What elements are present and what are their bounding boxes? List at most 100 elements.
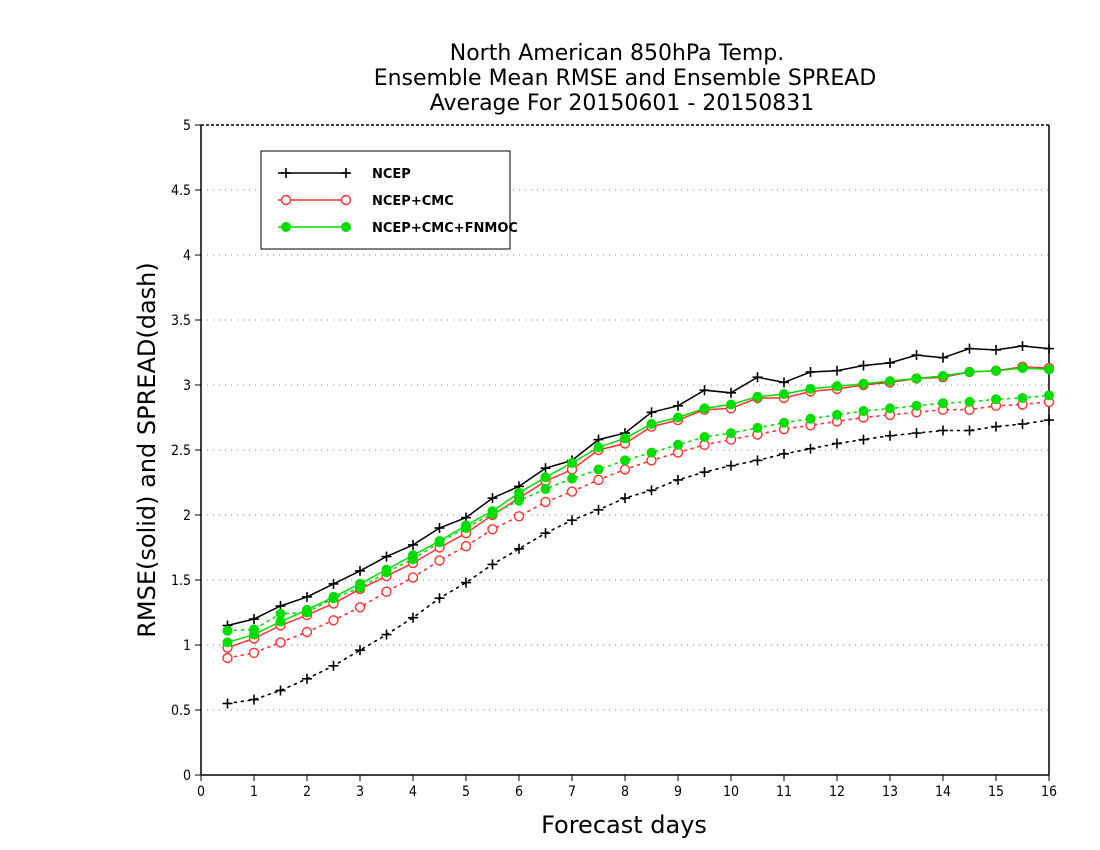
- x-tick-label: 12: [829, 784, 845, 800]
- rmse-point: [487, 506, 498, 517]
- spread-point: [222, 652, 233, 664]
- spread-point: [991, 421, 1001, 432]
- rmse-point: [1017, 341, 1028, 351]
- spread-line-ncep: [226, 419, 1050, 705]
- rmse-point: [540, 463, 551, 474]
- rmse-point: [646, 407, 657, 418]
- series-ncep-cmc: [222, 361, 1055, 664]
- rmse-point: [991, 344, 1001, 355]
- rmse-point: [381, 551, 392, 562]
- rmse-point: [434, 523, 445, 533]
- gridlines: [201, 189, 1049, 711]
- spread-point: [461, 577, 471, 588]
- spread-point: [805, 413, 816, 424]
- y-tick-label: 3.5: [171, 313, 191, 329]
- legend-marker-right: [341, 222, 351, 232]
- rmse-line-ncep-cmc-fnmoc: [227, 367, 1050, 644]
- rmse-point: [434, 536, 445, 546]
- rmse-point: [752, 372, 763, 383]
- x-tick-label: 6: [515, 784, 523, 800]
- spread-point: [752, 455, 763, 466]
- y-tick-label: 4: [183, 248, 191, 264]
- rmse-point: [249, 629, 259, 640]
- x-tick-label: 13: [882, 784, 898, 800]
- rmse-point: [938, 370, 948, 381]
- rmse-point: [381, 564, 392, 575]
- rmse-point: [461, 520, 471, 531]
- spread-point: [726, 428, 736, 439]
- plot-series: [222, 341, 1055, 709]
- spread-point: [540, 484, 551, 494]
- rmse-point: [938, 352, 948, 363]
- rmse-point: [1044, 343, 1054, 354]
- spread-point: [593, 464, 604, 475]
- title-line-3: Average For 20150601 - 20150831: [430, 91, 815, 116]
- spread-point: [1044, 415, 1054, 426]
- x-axis-label: Forecast days: [541, 811, 707, 839]
- spread-point: [832, 409, 842, 420]
- spread-point: [991, 394, 1001, 405]
- y-tick-label: 0: [183, 768, 191, 784]
- rmse-point: [911, 373, 922, 384]
- spread-point: [964, 425, 975, 436]
- spread-point: [275, 685, 286, 696]
- rmse-point: [328, 578, 339, 589]
- rmse-point: [779, 389, 789, 400]
- spread-point: [885, 403, 895, 414]
- spread-point: [938, 425, 948, 436]
- spread-point: [567, 473, 577, 484]
- x-tick-label: 7: [568, 784, 576, 800]
- rmse-point: [302, 591, 312, 602]
- spread-point: [381, 629, 392, 640]
- spread-point: [673, 474, 683, 485]
- spread-point: [779, 448, 789, 459]
- rmse-point: [514, 487, 524, 498]
- y-tick-label: 2: [183, 508, 191, 524]
- legend-item-ncep: NCEP: [278, 167, 411, 182]
- chart-title: North American 850hPa Temp. Ensemble Mea…: [374, 41, 877, 116]
- rmse-point: [858, 360, 869, 371]
- rmse-point: [964, 343, 975, 354]
- legend-marker-right: [341, 168, 351, 178]
- x-tick-label: 11: [776, 784, 792, 800]
- rmse-point: [355, 565, 365, 576]
- legend-marker-right: [340, 194, 352, 206]
- legend-marker-left: [281, 168, 291, 178]
- spread-point: [540, 496, 551, 508]
- spread-point: [1017, 393, 1028, 403]
- spread-point: [222, 698, 233, 709]
- spread-point: [858, 434, 869, 445]
- rmse-point: [673, 412, 683, 423]
- rmse-point: [885, 357, 895, 368]
- spread-point: [487, 559, 498, 570]
- spread-point: [620, 455, 630, 466]
- spread-point: [222, 625, 233, 636]
- spread-point: [646, 447, 657, 458]
- rmse-point: [249, 614, 259, 624]
- spread-point: [540, 528, 551, 539]
- spread-point: [487, 524, 498, 535]
- rmse-point: [355, 578, 365, 589]
- x-tick-label: 10: [723, 784, 739, 800]
- rmse-point: [1017, 363, 1028, 374]
- spread-point: [1044, 390, 1054, 401]
- rmse-point: [567, 458, 577, 468]
- x-tick-label: 4: [409, 784, 417, 800]
- rmse-point: [222, 637, 233, 648]
- rmse-point: [673, 400, 683, 411]
- spread-point: [434, 593, 445, 604]
- spread-point: [301, 626, 313, 638]
- spread-point: [752, 422, 763, 433]
- spread-point: [328, 660, 339, 671]
- series-ncep: [222, 341, 1054, 709]
- rmse-line-ncep: [227, 345, 1050, 627]
- y-tick-label: 0.5: [171, 703, 191, 719]
- rmse-point: [832, 381, 842, 392]
- rmse-point: [275, 616, 286, 627]
- spread-point: [964, 396, 975, 407]
- spread-point: [354, 602, 366, 613]
- spread-point: [911, 400, 922, 411]
- spread-point: [699, 467, 710, 478]
- spread-point: [911, 428, 922, 439]
- legend-item-ncep-cmc: NCEP+CMC: [278, 194, 454, 209]
